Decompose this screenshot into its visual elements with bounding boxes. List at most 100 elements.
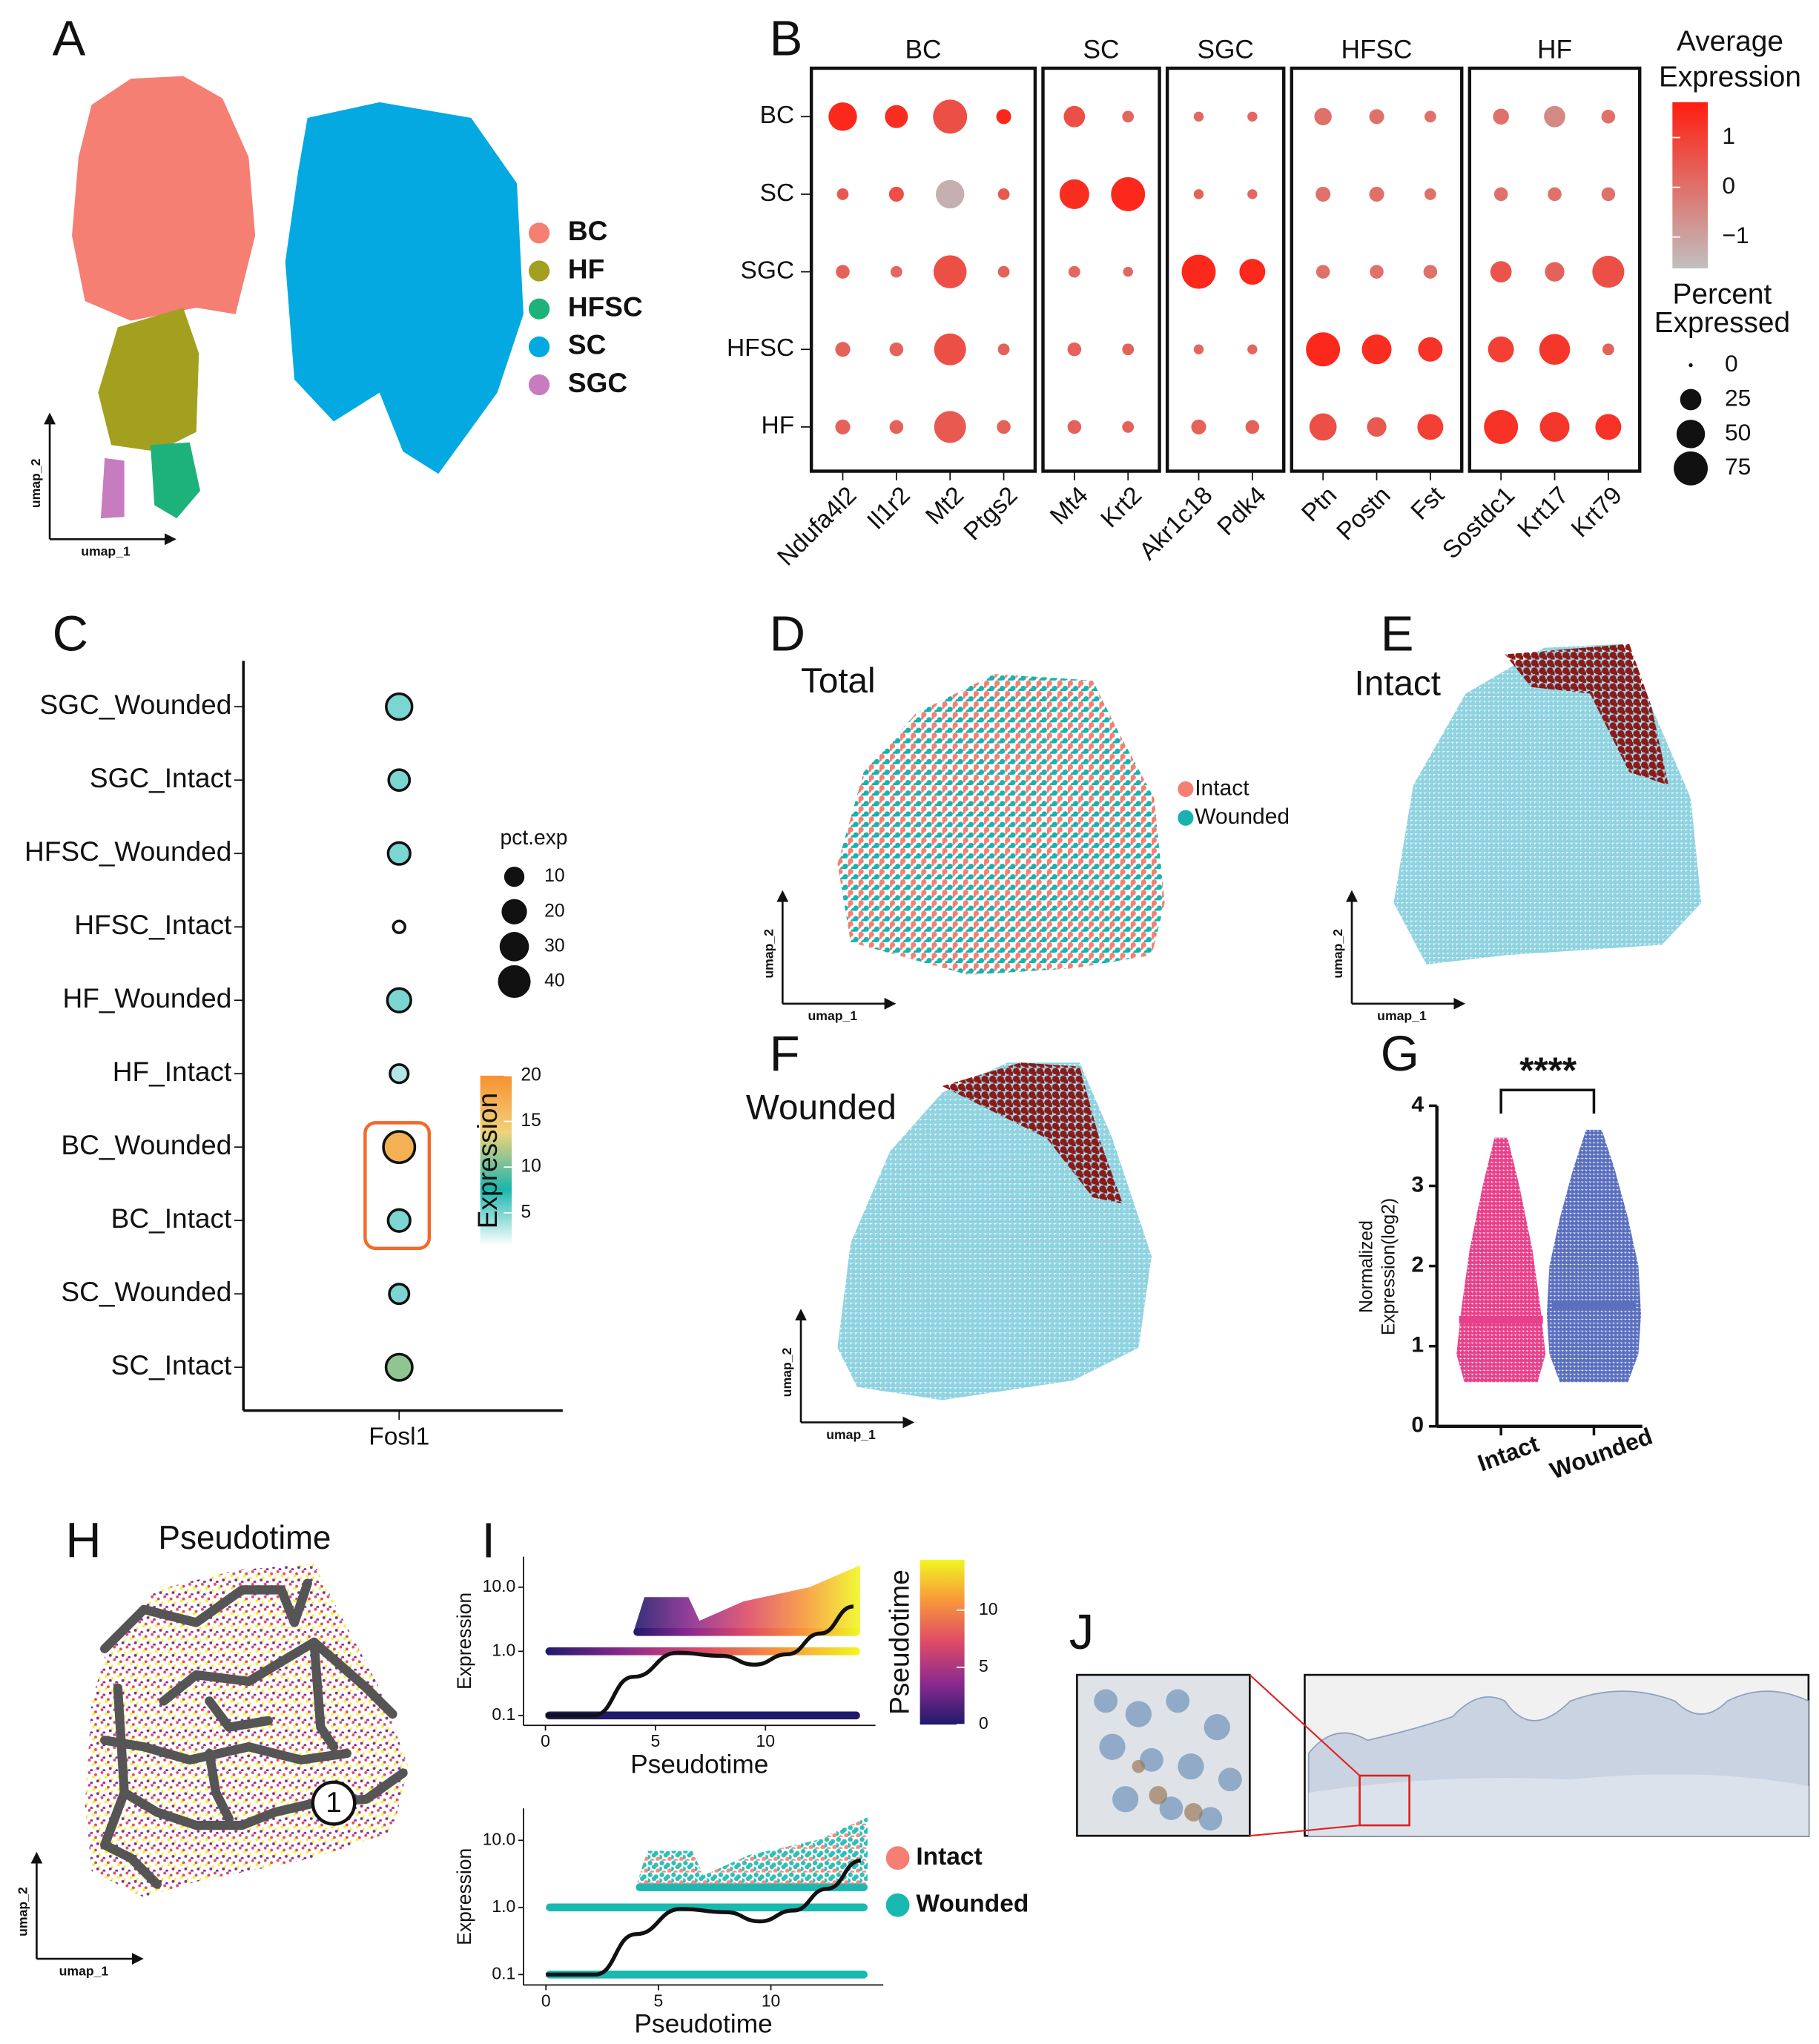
cell-band: [545, 1711, 860, 1720]
swarm: [1456, 1137, 1546, 1383]
dot: [1493, 187, 1508, 202]
cluster: [72, 76, 256, 321]
gene-label: Sostdc1: [1437, 482, 1520, 565]
root-marker: [311, 1780, 357, 1826]
colorbar-tick-label: 20: [521, 1065, 541, 1085]
y-tick-label: SGC_Wounded: [40, 689, 232, 720]
trajectory: [100, 1578, 312, 1653]
legend-title: Expressed: [1654, 307, 1790, 339]
chart-title: Pseudotime: [159, 1520, 331, 1556]
x-tick-label: 0: [541, 1731, 550, 1750]
size-key-label: 30: [544, 936, 564, 956]
y-tick-label: 1: [1411, 1333, 1424, 1357]
size-key-label: 75: [1725, 453, 1751, 480]
highlight-box: [363, 1121, 432, 1251]
dot: [885, 105, 908, 128]
dot: [1123, 266, 1133, 277]
fit-curve: [546, 1858, 862, 1977]
dot: [890, 265, 902, 278]
colorbar: [1672, 102, 1708, 269]
dot: [997, 343, 1010, 356]
trajectory: [309, 1637, 339, 1752]
y-axis-label: umap_2: [761, 929, 776, 979]
dot: [997, 188, 1010, 200]
gene-label: Pdk4: [1212, 482, 1272, 541]
dot: [386, 1208, 412, 1233]
dot: [1601, 187, 1616, 202]
dot: [1059, 179, 1089, 209]
size-key-label: 20: [544, 901, 564, 921]
x-axis-label: Pseudotime: [630, 1750, 768, 1779]
colorbar-tick-label: 10: [521, 1157, 541, 1177]
dot: [1595, 414, 1622, 440]
annotation: ****: [1519, 1050, 1577, 1091]
dot: [1418, 337, 1443, 362]
x-axis-label: Pseudotime: [634, 2009, 772, 2038]
dot: [1193, 189, 1204, 199]
fit-curve: [545, 1604, 854, 1718]
colorbar-tick-label: 5: [521, 1202, 531, 1222]
dot: [934, 411, 966, 443]
y-tick-label: 10.0: [483, 1576, 516, 1595]
y-axis-label: Expression: [453, 1848, 475, 1945]
x-axis-label: umap_1: [808, 1008, 858, 1023]
dot: [1068, 265, 1080, 278]
gene-label: Akr1c18: [1134, 482, 1218, 566]
size-key: [501, 899, 527, 925]
legend-swatch: [528, 222, 550, 244]
legend-title: Expression: [1659, 61, 1801, 93]
y-axis-label: umap_2: [779, 1348, 794, 1398]
group-box: [1041, 66, 1161, 473]
legend-label: HF: [568, 253, 604, 284]
y-axis-label: umap_2: [15, 1887, 30, 1936]
dot: [1314, 108, 1332, 126]
panel-letter: B: [770, 10, 803, 66]
median-bar: [1551, 1300, 1636, 1309]
legend-label: SGC: [568, 367, 627, 398]
y-tick-label: 3: [1411, 1172, 1424, 1197]
dot: [1247, 189, 1258, 199]
dot: [1181, 254, 1216, 289]
y-axis-label: umap_2: [28, 458, 43, 508]
dot: [1544, 105, 1565, 128]
y-tick-label: HF_Intact: [113, 1056, 232, 1087]
dot: [1602, 343, 1614, 356]
dot: [387, 768, 412, 793]
x-tick-label: Intact: [1474, 1430, 1542, 1477]
dot: [388, 1283, 411, 1306]
size-key-label: 40: [544, 971, 564, 991]
dot: [835, 342, 851, 357]
colorbar: [920, 1559, 965, 1725]
y-tick-label: BC_Intact: [111, 1203, 232, 1234]
size-key: [1680, 388, 1702, 411]
cluster: [150, 442, 201, 519]
dot: [1063, 105, 1086, 128]
y-axis-label: umap_2: [1330, 929, 1345, 979]
x-tick-label: 10: [762, 1991, 781, 2010]
x-tick-label: 5: [654, 1991, 664, 2010]
cell-cloud: [636, 1817, 868, 1888]
y-axis-label: Expression(log2): [1379, 1198, 1399, 1335]
dot: [1417, 414, 1444, 440]
group-label: HF: [1537, 35, 1572, 64]
y-tick-label: HF_Wounded: [62, 982, 231, 1013]
group-label: SC: [1083, 35, 1120, 64]
legend-swatch: [528, 374, 550, 396]
highlight-cells: [1505, 644, 1669, 786]
group-box: [809, 66, 1037, 473]
dot: [389, 1063, 410, 1085]
dot: [1539, 411, 1570, 442]
legend-title: Average: [1677, 26, 1783, 58]
dot: [1122, 110, 1135, 123]
dot: [1370, 265, 1384, 279]
legend-label: SC: [568, 329, 606, 360]
legend-label: Intact: [916, 1843, 982, 1871]
row-label: SC: [760, 179, 795, 207]
gene-label: Il1r2: [862, 482, 916, 535]
gene-label: Ptn: [1296, 482, 1342, 528]
dot: [1369, 109, 1384, 125]
colorbar: [480, 1075, 512, 1246]
dot: [1601, 110, 1616, 124]
y-tick-label: 1.0: [492, 1640, 515, 1659]
